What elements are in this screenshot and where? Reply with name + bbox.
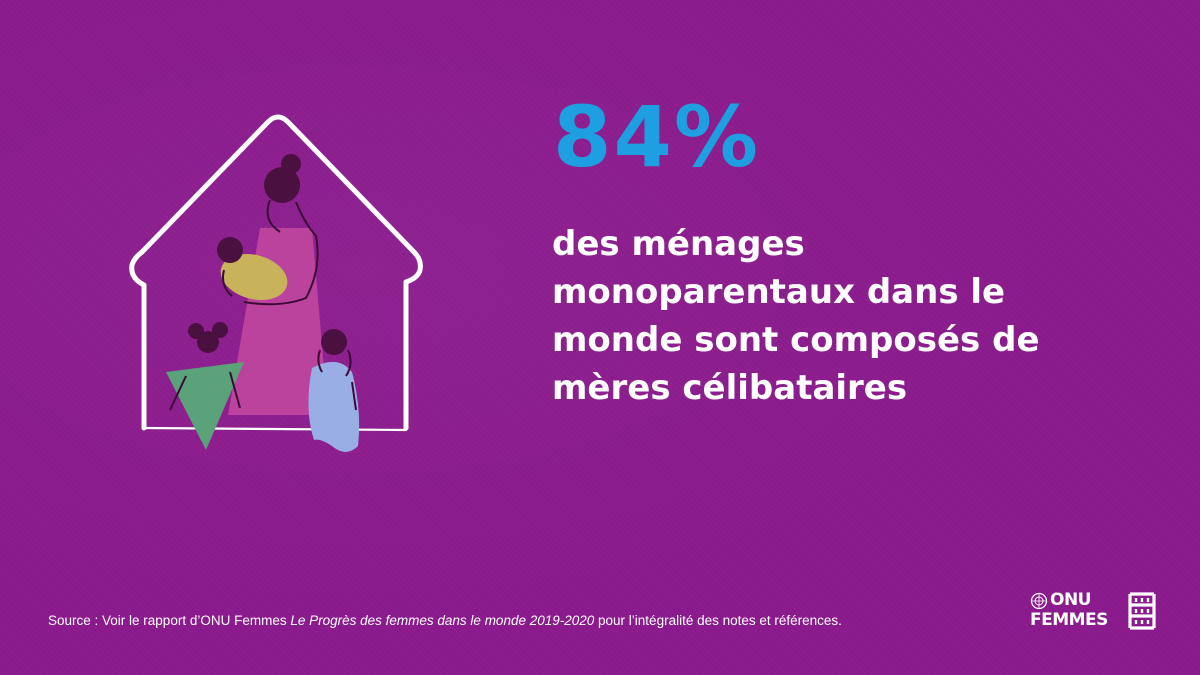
un-women-symbol-icon	[1128, 592, 1156, 630]
statement-line: monde sont composés de	[552, 320, 1040, 360]
logo-text-onu: ONU	[1050, 590, 1091, 610]
statistic-value: 84%	[553, 88, 761, 186]
statement-line: mères célibataires	[552, 368, 908, 408]
logo-text-femmes: FEMMES	[1030, 610, 1108, 630]
single-mother-house-illustration	[129, 114, 423, 452]
statement-line: des ménages	[552, 224, 805, 264]
child-figure-right	[308, 329, 360, 452]
mother-with-baby-figure	[217, 154, 328, 415]
girl-figure-left	[166, 322, 244, 450]
source-report-title: Le Progrès des femmes dans le monde 2019…	[290, 613, 595, 628]
statistic-description: des ménages monoparentaux dans le monde …	[552, 220, 1072, 412]
source-note: Source : Voir le rapport d’ONU Femmes Le…	[48, 613, 842, 628]
source-suffix: pour l’intégralité des notes et référenc…	[594, 613, 842, 628]
un-women-logo: ONU FEMMES	[1030, 592, 1160, 632]
house-icon	[129, 114, 423, 432]
un-emblem-icon	[1030, 592, 1048, 610]
source-prefix: Source : Voir le rapport d’ONU Femmes	[48, 613, 291, 628]
statement-line: monoparentaux dans le	[552, 272, 1006, 312]
